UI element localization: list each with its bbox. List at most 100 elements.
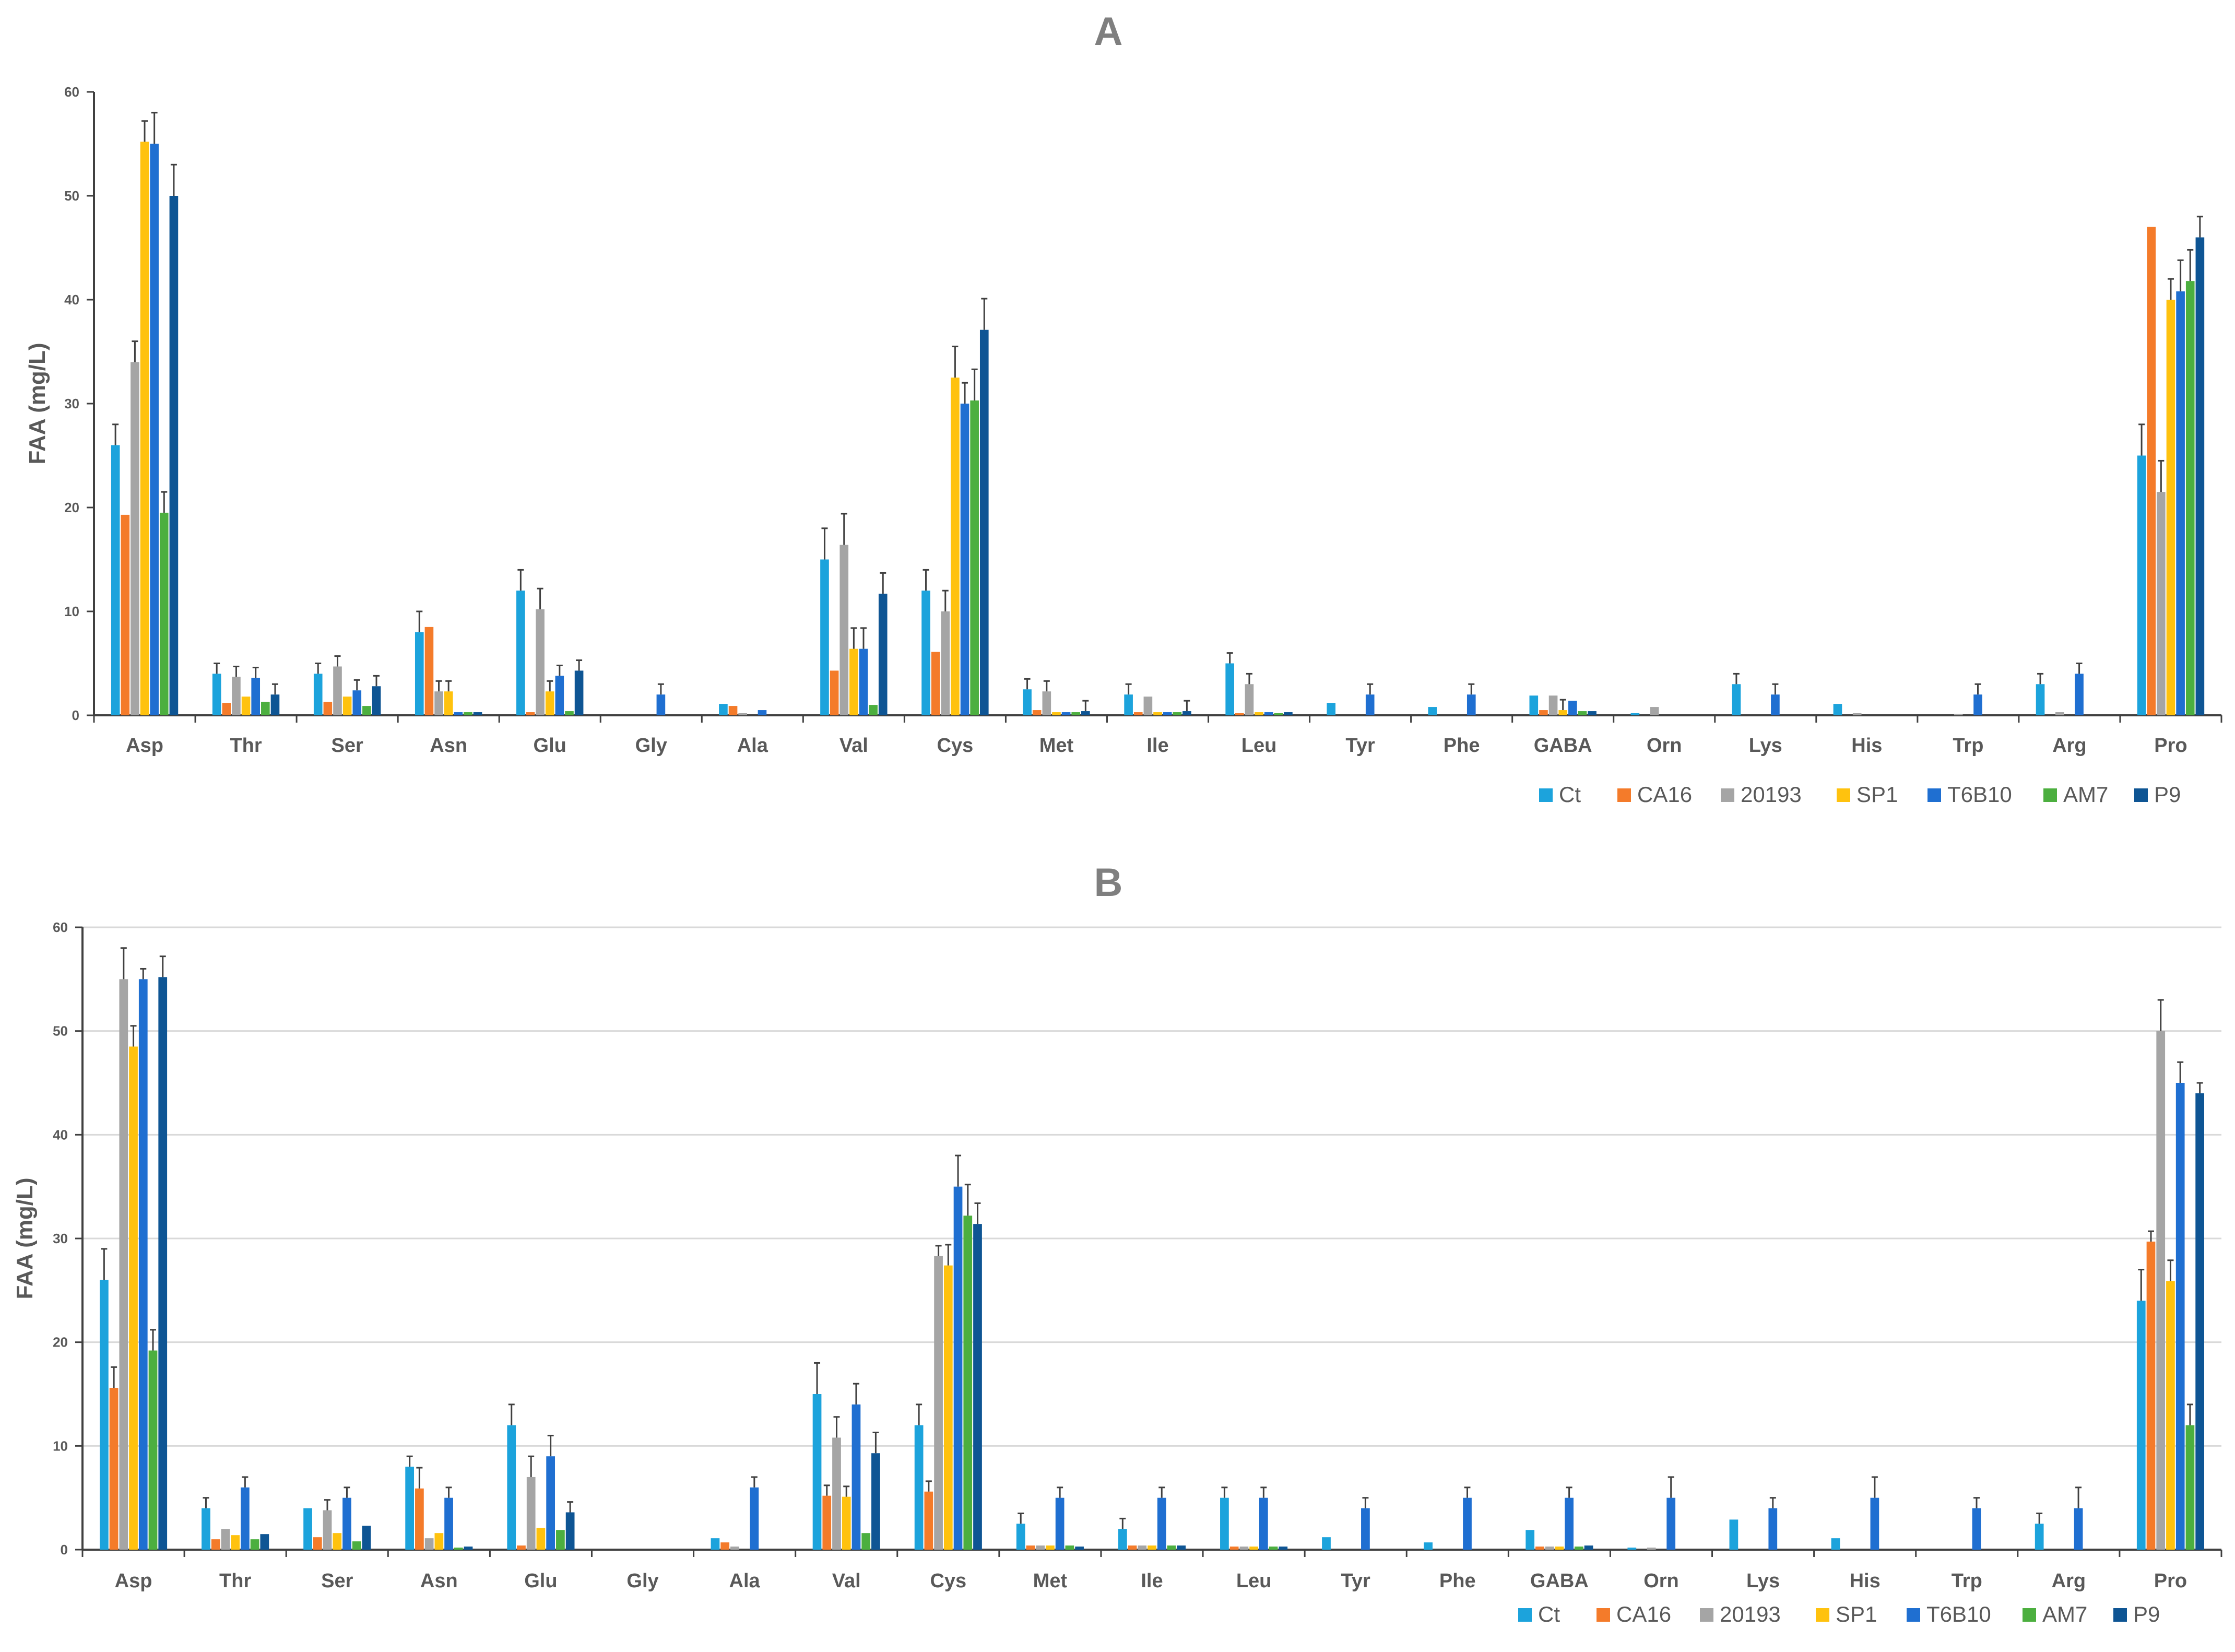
legend: Ct CA16 20193 SP1 T6B10 AM7 P9 — [1518, 1602, 2160, 1626]
legend-label: 20193 — [1741, 782, 1802, 807]
category-label: Tyr — [1345, 735, 1375, 757]
bar-am7-glu — [556, 1530, 565, 1550]
chart-panel-a: A 0 10 20 30 40 50 60 FAA (mg/L) Asp Thr Ser Asn Glu G… — [25, 9, 2222, 807]
bar-t6b10-pro — [2175, 1083, 2185, 1550]
y-tick-label: 40 — [53, 1127, 68, 1142]
bar-ct-glu — [507, 1425, 516, 1550]
bar-ct-thr — [212, 674, 221, 715]
bar-ct-ser — [303, 1508, 312, 1550]
bar-am7-ser — [362, 706, 371, 715]
bar-20193-met — [1036, 1545, 1045, 1550]
bar-ct-arg — [2036, 684, 2045, 715]
bar-20193-arg — [2055, 712, 2064, 715]
bar-p9-gaba — [1588, 711, 1597, 715]
bar-t6b10-glu — [555, 676, 564, 715]
bar-ct-orn — [1627, 1548, 1637, 1550]
bar-ca16-asn — [424, 627, 434, 715]
bar-t6b10-asp — [138, 979, 148, 1550]
bar-20193-met — [1042, 691, 1051, 715]
legend-label: AM7 — [2063, 782, 2108, 807]
bar-ct-ile — [1118, 1529, 1127, 1550]
bar-t6b10-glu — [546, 1456, 555, 1550]
bar-sp1-gaba — [1555, 1547, 1564, 1550]
y-tick-label: 10 — [64, 604, 79, 619]
category-label: Pro — [2154, 735, 2187, 757]
category-label: Phe — [1444, 735, 1480, 757]
chart-panel-b: B 0 10 20 30 40 50 60 FAA (mg/L) Asp Thr Ser Asn Glu G… — [12, 860, 2222, 1626]
bar-p9-met — [1081, 711, 1090, 715]
bar-am7-ser — [352, 1541, 361, 1550]
bar-am7-pro — [2185, 281, 2195, 715]
bar-ct-phe — [1428, 707, 1437, 715]
bar-sp1-cys — [943, 1265, 953, 1550]
bar-ct-asn — [405, 1467, 415, 1550]
category-label: GABA — [1530, 1570, 1589, 1592]
bar-ca16-asn — [415, 1488, 424, 1550]
category-label: Cys — [930, 1570, 966, 1592]
bar-p9-pro — [2195, 1093, 2205, 1550]
bar-t6b10-leu — [1264, 712, 1273, 715]
bar-ct-asp — [99, 1280, 109, 1550]
legend-swatch-p9 — [2113, 1608, 2127, 1622]
legend-label: CA16 — [1616, 1602, 1671, 1626]
bar-t6b10-ser — [342, 1497, 351, 1550]
category-label: Ile — [1146, 735, 1168, 757]
legend-swatch-am7 — [2043, 788, 2057, 802]
bar-20193-leu — [1239, 1547, 1249, 1550]
bar-ct-gaba — [1529, 695, 1539, 715]
category-label: Ala — [729, 1570, 761, 1592]
bar-p9-glu — [574, 670, 584, 715]
bar-am7-pro — [2185, 1425, 2195, 1550]
bar-20193-asn — [434, 691, 443, 715]
category-label: Trp — [1953, 735, 1983, 757]
bar-ct-glu — [516, 591, 525, 715]
bar-am7-thr — [261, 702, 270, 715]
bar-am7-met — [1071, 712, 1081, 715]
bar-ct-tyr — [1322, 1537, 1331, 1550]
bar-t6b10-arg — [2075, 674, 2084, 715]
bar-ca16-pro — [2147, 227, 2156, 715]
bar-ct-val — [820, 559, 829, 715]
bar-p9-gaba — [1584, 1545, 1593, 1550]
category-label: Lys — [1749, 735, 1782, 757]
legend-label: SP1 — [1836, 1602, 1877, 1626]
category-label: His — [1850, 1570, 1881, 1592]
bar-20193-orn — [1647, 1548, 1656, 1550]
bar-ca16-thr — [211, 1539, 220, 1550]
bar-ct-his — [1833, 704, 1842, 715]
bar-ca16-leu — [1229, 1547, 1239, 1550]
category-label: Orn — [1647, 735, 1682, 757]
bar-ct-val — [812, 1394, 822, 1550]
y-tick-label: 20 — [53, 1335, 68, 1350]
bar-ca16-ser — [313, 1537, 322, 1550]
bar-t6b10-asp — [150, 144, 159, 715]
bar-sp1-leu — [1255, 712, 1263, 715]
bar-20193-pro — [2157, 492, 2166, 715]
y-tick-label: 0 — [72, 707, 79, 723]
y-tick-label: 20 — [64, 500, 79, 515]
bar-am7-cys — [963, 1216, 973, 1550]
bar-t6b10-leu — [1259, 1497, 1268, 1550]
bar-sp1-thr — [241, 697, 251, 715]
bar-20193-his — [1852, 713, 1862, 715]
bar-t6b10-ile — [1157, 1497, 1166, 1550]
bar-20193-cys — [941, 611, 950, 715]
legend-label: Ct — [1538, 1602, 1560, 1626]
bar-p9-val — [871, 1453, 880, 1550]
bar-20193-ile — [1143, 697, 1153, 715]
category-label: Met — [1039, 735, 1074, 757]
bar-t6b10-orn — [1666, 1497, 1676, 1550]
category-label: Val — [832, 1570, 861, 1592]
bar-20193-ile — [1138, 1545, 1147, 1550]
bar-ca16-glu — [517, 1545, 526, 1550]
bar-ca16-thr — [222, 703, 231, 715]
bar-ct-gaba — [1526, 1530, 1535, 1550]
bar-am7-glu — [565, 711, 574, 715]
bar-ct-met — [1023, 689, 1032, 715]
legend-label: T6B10 — [1947, 782, 2012, 807]
legend-swatch-ca16 — [1617, 788, 1631, 802]
bar-t6b10-ile — [1163, 712, 1172, 715]
bar-ct-ala — [711, 1538, 720, 1550]
category-label: Orn — [1643, 1570, 1679, 1592]
